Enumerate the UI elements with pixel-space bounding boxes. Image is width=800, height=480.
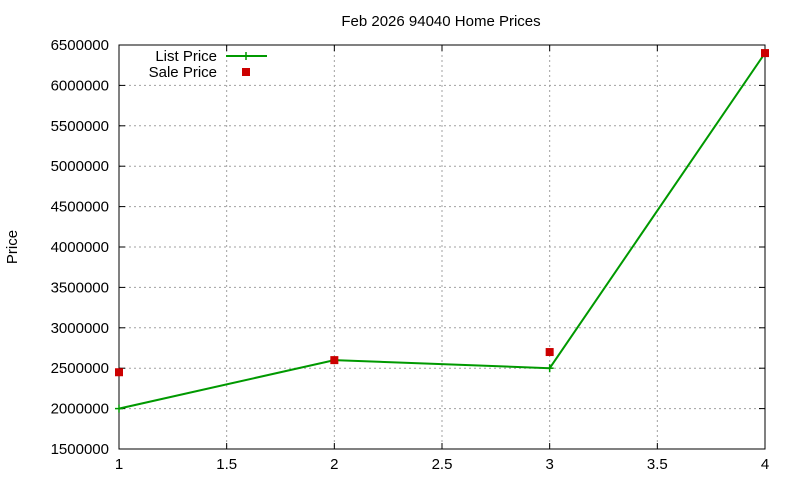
x-tick-label: 3.5: [647, 456, 668, 473]
x-tick-label: 4: [761, 456, 769, 473]
y-tick-label: 3000000: [51, 320, 109, 337]
y-tick-label: 5000000: [51, 158, 109, 175]
y-tick-label: 6000000: [51, 77, 109, 94]
x-axis-ticks: 1 1.5 2 2.5 3 3.5 4: [115, 45, 769, 473]
y-axis-label: Price: [4, 230, 21, 264]
y-tick-label: 1500000: [51, 441, 109, 458]
y-tick-label: 4500000: [51, 199, 109, 216]
sale-price-legend-icon: [242, 68, 250, 76]
legend-label: List Price: [155, 48, 217, 65]
x-tick-label: 1: [115, 456, 123, 473]
y-axis-ticks: 1500000 2000000 2500000 3000000 3500000 40000…: [51, 37, 765, 458]
x-tick-label: 1.5: [216, 456, 237, 473]
grid: [119, 45, 765, 449]
chart-title: Feb 2026 94040 Home Prices: [341, 13, 540, 30]
x-tick-label: 3: [545, 456, 553, 473]
y-tick-label: 2000000: [51, 401, 109, 418]
y-tick-label: 5500000: [51, 118, 109, 135]
x-tick-label: 2.5: [432, 456, 453, 473]
legend: List PriceSale Price: [149, 48, 267, 81]
chart: Feb 2026 94040 Home Prices Price 1500000…: [0, 0, 800, 480]
x-tick-label: 2: [330, 456, 338, 473]
y-tick-label: 6500000: [51, 37, 109, 54]
y-tick-label: 4000000: [51, 239, 109, 256]
legend-label: Sale Price: [149, 64, 217, 81]
y-tick-label: 2500000: [51, 360, 109, 377]
y-tick-label: 3500000: [51, 279, 109, 296]
